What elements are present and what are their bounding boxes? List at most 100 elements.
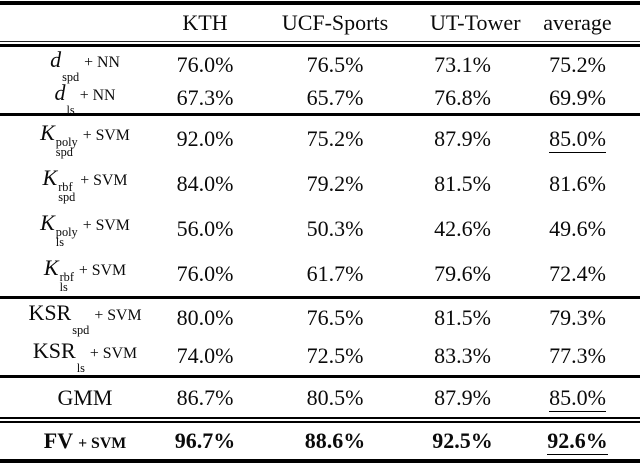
method-sup: rbf — [59, 270, 74, 285]
table-row: FV + SVM 96.7% 88.6% 92.5% 92.6% — [0, 423, 640, 459]
bottom-rule — [0, 459, 640, 463]
method-label: d spd + NN — [0, 47, 170, 83]
double-rule — [0, 417, 640, 423]
table-row: d ls + NN 67.3% 65.7% 76.8% 69.9% — [0, 80, 640, 116]
value-cell: 81.6% — [549, 170, 606, 196]
method-suffix: + SVM — [78, 261, 127, 279]
method-suffix: + SVM — [94, 306, 142, 324]
value-cell: 96.7% — [174, 428, 236, 453]
table-row: d spd + NN 76.0% 76.5% 73.1% 75.2% — [0, 47, 640, 83]
method-suffix: + SVM — [78, 435, 127, 452]
value-cell: 86.7% — [176, 384, 234, 410]
value-cell: 67.3% — [176, 85, 234, 110]
value-cell: 92.5% — [432, 428, 493, 453]
section-rule — [0, 375, 640, 378]
method-base: d — [50, 47, 62, 72]
column-header-average: average — [543, 10, 612, 35]
method-label: KSR spd + SVM — [0, 300, 170, 336]
method-sub: ls — [59, 279, 68, 294]
value-cell: 79.6% — [434, 260, 491, 286]
underlined-value: 85.0% — [549, 125, 606, 153]
value-cell: 88.6% — [304, 428, 366, 453]
method-base: KSR — [32, 337, 76, 363]
underlined-value: 85.0% — [549, 384, 606, 412]
value-cell: 69.9% — [549, 85, 606, 110]
method-sup: poly — [55, 135, 78, 150]
method-sub: spd — [55, 144, 73, 159]
method-sub: spd — [58, 189, 76, 204]
table-row: KSR ls + SVM 74.0% 72.5% 83.3% 77.3% — [0, 337, 640, 375]
method-scripts: spd — [72, 317, 89, 336]
method-label: FV + SVM — [0, 428, 170, 454]
method-suffix: + NN — [84, 54, 120, 71]
method-sub: ls — [66, 103, 75, 118]
column-header-kth: KTH — [182, 10, 228, 35]
method-base: KSR — [28, 299, 72, 325]
value-cell: 76.5% — [306, 52, 364, 77]
method-label: GMM — [0, 385, 170, 411]
method-label: d ls + NN — [0, 80, 170, 116]
method-suffix: + SVM — [89, 344, 138, 362]
value-cell: 92.0% — [176, 125, 234, 151]
method-base: K — [40, 209, 55, 235]
method-base: GMM — [57, 384, 113, 410]
value-cell: 42.6% — [434, 215, 491, 241]
value-cell: 87.9% — [434, 384, 491, 410]
method-base: K — [42, 164, 58, 190]
value-cell: 85.0% — [495, 384, 640, 412]
underlined-value: 92.6% — [547, 428, 608, 455]
method-base: d — [54, 80, 66, 105]
value-cell: 85.0% — [495, 125, 640, 153]
method-suffix: + NN — [79, 87, 116, 104]
method-scripts: ls — [77, 355, 85, 374]
value-cell: 50.3% — [306, 215, 364, 241]
value-cell: 76.0% — [176, 260, 234, 286]
method-sup: rbf — [58, 180, 73, 195]
method-scripts: rbf ls — [59, 270, 74, 294]
method-base: K — [43, 254, 59, 280]
section-rule — [0, 113, 640, 116]
table-row: GMM 86.7% 80.5% 87.9% 85.0% — [0, 378, 640, 417]
section-rule — [0, 296, 640, 299]
value-cell: 76.8% — [434, 85, 491, 110]
method-scripts: rbf spd — [58, 180, 76, 204]
column-header-ucf-sports: UCF-Sports — [281, 10, 389, 35]
value-cell: 75.2% — [549, 52, 606, 77]
value-cell: 73.1% — [434, 52, 491, 77]
method-scripts: poly spd — [55, 135, 78, 159]
method-scripts: spd — [62, 64, 79, 83]
value-cell: 87.9% — [434, 125, 491, 151]
value-cell: 84.0% — [176, 170, 234, 196]
method-base: FV — [43, 428, 74, 453]
top-rule — [0, 1, 640, 5]
method-base: K — [40, 119, 55, 145]
value-cell: 76.5% — [306, 305, 364, 330]
value-cell: 76.0% — [176, 52, 234, 77]
method-suffix: + SVM — [80, 171, 128, 189]
method-sub: spd — [72, 323, 90, 338]
value-cell: 72.4% — [549, 260, 606, 286]
method-suffix: + SVM — [82, 216, 130, 234]
method-sup: poly — [55, 225, 78, 240]
value-cell: 74.0% — [176, 343, 234, 368]
value-cell: 81.5% — [434, 170, 491, 196]
table-row: KSR spd + SVM 80.0% 76.5% 81.5% 79.3% — [0, 299, 640, 337]
method-sub: ls — [76, 361, 85, 376]
header-rule — [0, 41, 640, 47]
value-cell: 75.2% — [306, 125, 364, 151]
value-cell: 79.2% — [306, 170, 364, 196]
value-cell: 79.3% — [549, 305, 606, 330]
value-cell: 80.5% — [306, 384, 364, 410]
value-cell: 77.3% — [549, 343, 606, 368]
method-scripts: poly ls — [55, 225, 78, 247]
value-cell: 61.7% — [306, 260, 364, 286]
value-cell: 56.0% — [176, 215, 234, 241]
